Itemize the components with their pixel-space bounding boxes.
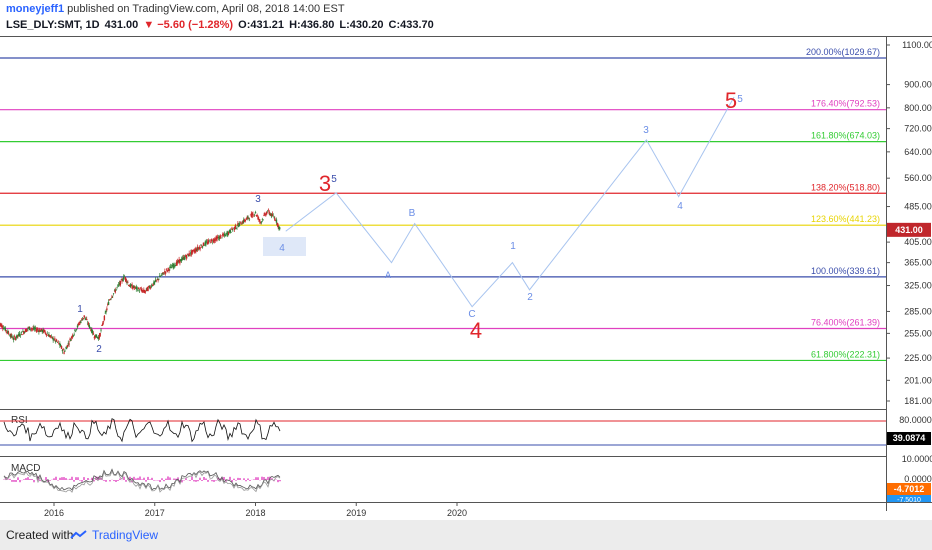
fib-level-label: 100.00%(339.61) <box>811 266 880 276</box>
current-price-label: 431.00 <box>895 225 923 235</box>
price-tick-label: 255.00 <box>904 328 932 338</box>
fib-level-label: 176.40%(792.53) <box>811 99 880 109</box>
tradingview-link[interactable]: TradingView <box>92 528 159 542</box>
close-value: C:433.70 <box>388 19 434 31</box>
chart-header: moneyjeff1 published on TradingView.com,… <box>0 0 932 36</box>
minor-wave-label: 3 <box>643 125 649 136</box>
projection-line <box>285 96 735 308</box>
price-chart[interactable]: 200.00%(1029.67) 176.40%(792.53) 161.80%(6… <box>0 36 932 520</box>
macd-value-label: -4.7012 <box>894 484 925 494</box>
tradingview-logo-icon <box>70 530 87 539</box>
projection-path <box>263 96 735 308</box>
minor-wave-label: 1 <box>510 241 516 252</box>
price-tick-label: 720.00 <box>904 124 932 134</box>
price-axis[interactable]: 1100.00 900.00 800.00 720.00 640.00 560.00 485… <box>886 40 932 406</box>
minor-wave-label: 3 <box>255 194 261 205</box>
major-wave-label: 3 <box>319 171 331 196</box>
price-series <box>0 208 281 355</box>
minor-wave-label: C <box>468 309 475 320</box>
current-price-badge <box>887 222 931 237</box>
time-axis[interactable]: 2016 2017 2018 2019 2020 <box>44 502 467 518</box>
open-value: O:431.21 <box>238 19 285 31</box>
price-tick-label: 285.00 <box>904 306 932 316</box>
price-tick-label: 640.00 <box>904 147 932 157</box>
minor-wave-label: B <box>409 208 416 219</box>
fib-level-label: 138.20%(518.80) <box>811 182 880 192</box>
fib-level-label: 161.80%(674.03) <box>811 131 880 141</box>
minor-wave-label: 1 <box>77 304 83 315</box>
time-tick-label: 2020 <box>447 508 467 518</box>
fib-levels: 200.00%(1029.67) 176.40%(792.53) 161.80%(6… <box>0 47 886 362</box>
rsi-value-badge <box>887 432 931 445</box>
price-tick-label: 225.00 <box>904 353 932 363</box>
macd-tick-label: 10.0000 <box>902 454 932 464</box>
macd-signal-label: -7.5010 <box>897 497 921 504</box>
price-tick-label: 325.00 <box>904 281 932 291</box>
price-tick-label: 900.00 <box>904 80 932 90</box>
price-tick-label: 365.00 <box>904 258 932 268</box>
minor-wave-label: A <box>385 270 391 280</box>
high-value: H:436.80 <box>289 19 335 31</box>
macd-title: MACD <box>11 463 40 474</box>
low-value: L:430.20 <box>339 19 384 31</box>
time-tick-label: 2018 <box>245 508 265 518</box>
fib-level-label: 76.400%(261.39) <box>811 317 880 327</box>
author-link[interactable]: moneyjeff1 <box>6 3 65 15</box>
wave-4-box <box>263 237 306 256</box>
publish-text: published on TradingView.com, April 08, … <box>67 3 345 15</box>
major-wave-label: 5 <box>725 88 737 113</box>
publish-info: moneyjeff1 published on TradingView.com,… <box>6 3 345 15</box>
last-price: 431.00 <box>104 19 139 31</box>
price-tick-label: 485.00 <box>904 202 932 212</box>
macd-signal-line <box>3 470 281 493</box>
symbol-info: LSE_DLY:SMT, 1D 431.00 ▼ −5.60 (−1.28%) … <box>6 19 436 31</box>
minor-wave-label: 4 <box>677 201 683 212</box>
time-tick-label: 2016 <box>44 508 64 518</box>
fib-level-label: 200.00%(1029.67) <box>806 47 880 57</box>
major-wave-label: 4 <box>470 318 482 343</box>
macd-tick-label: 0.0000 <box>904 474 932 484</box>
macd-value-badge <box>887 483 931 495</box>
fib-level-label: 123.60%(441.23) <box>811 214 880 224</box>
fib-level-label: 61.800%(222.31) <box>811 349 880 359</box>
time-tick-label: 2019 <box>346 508 366 518</box>
price-tick-label: 560.00 <box>904 173 932 183</box>
price-tick-label: 800.00 <box>904 103 932 113</box>
minor-wave-label: 5 <box>737 94 743 105</box>
minor-wave-label: 4 <box>279 243 285 254</box>
time-tick-label: 2017 <box>145 508 165 518</box>
price-tick-label: 201.00 <box>904 375 932 385</box>
price-tick-label: 405.00 <box>904 237 932 247</box>
minor-wave-label: 5 <box>331 174 337 185</box>
minor-wave-label: 2 <box>527 292 533 303</box>
price-tick-label: 1100.00 <box>902 40 932 50</box>
symbol-name[interactable]: LSE_DLY:SMT, 1D <box>6 19 100 31</box>
macd-signal-badge <box>887 495 931 502</box>
minor-wave-label: 2 <box>96 344 102 355</box>
price-change: ▼ −5.60 (−1.28%) <box>143 19 234 31</box>
rsi-line <box>3 418 281 443</box>
rsi-value-label: 39.0874 <box>893 433 926 443</box>
footer: Created with TradingView <box>0 520 932 550</box>
macd-pane: MACD 10.0000 0.0000-4.7012 -7.5010 <box>3 454 932 504</box>
price-tick-label: 181.00 <box>904 396 932 406</box>
created-with-text: Created with <box>6 528 74 542</box>
